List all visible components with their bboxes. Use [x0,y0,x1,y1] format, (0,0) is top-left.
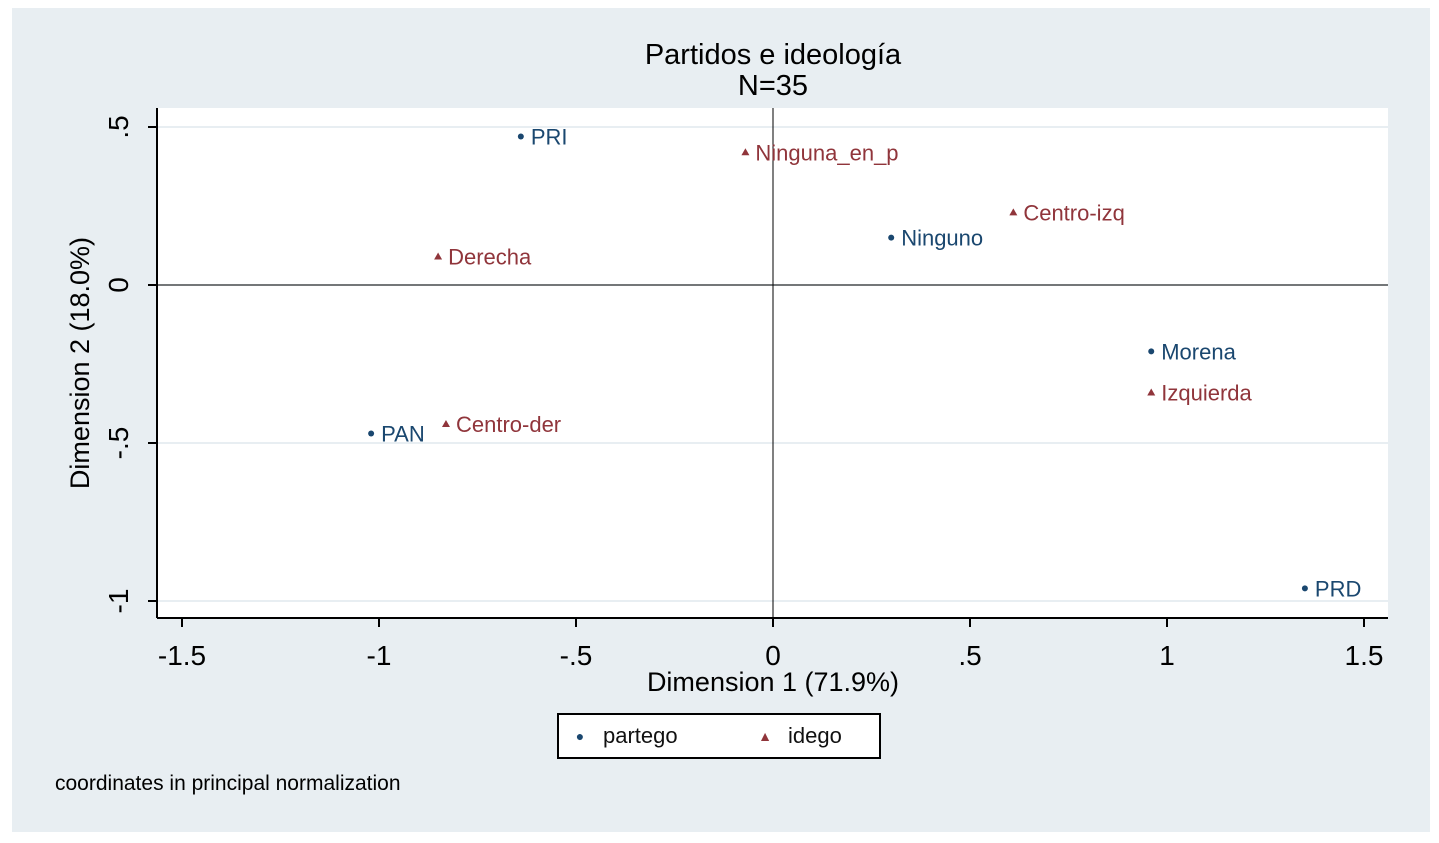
point-marker-circle [517,133,524,140]
point-label: PRD [1315,576,1361,601]
point-marker-circle [1148,348,1155,355]
legend-label: idego [788,723,842,748]
point-label: Centro-der [456,412,561,437]
point-marker-circle [888,234,895,241]
legend-label: partego [603,723,678,748]
y-tick-label: -1 [103,589,134,614]
point-marker-triangle [434,252,443,260]
x-axis-label: Dimension 1 (71.9%) [647,667,899,697]
x-tick-label: 1 [1159,640,1175,671]
legend-marker-circle: ● [575,728,585,744]
point-label: Derecha [448,245,532,270]
point-marker-triangle [741,148,750,156]
legend-item-partego: ● partego [567,723,678,749]
y-tick-label: .5 [103,115,134,138]
point-label: PAN [381,422,425,447]
y-tick-label: -.5 [103,427,134,460]
axes: -1.5 -1 -.5 0 .5 1 1.5 .5 0 -.5 -1 [103,108,1388,671]
point-label: PRI [531,124,568,149]
y-tick-label: 0 [103,277,134,293]
point-label: Izquierda [1161,380,1252,405]
point-label: Ninguno [901,226,983,251]
x-tick-label: .5 [958,640,981,671]
point-marker-triangle [441,420,450,428]
point-label: Ninguna_en_p [755,140,898,165]
x-tick-label: 1.5 [1345,640,1384,671]
x-tick-label: -1.5 [158,640,206,671]
x-tick-label: -1 [367,640,392,671]
data-points: PRI Ninguno Morena PAN PRD Ninguna_en_p Centro… [368,124,1361,601]
point-marker-circle [368,430,375,437]
x-tick-label: -.5 [560,640,593,671]
footnote: coordinates in principal normalization [55,772,401,795]
chart-title: Partidos e ideología [645,39,902,71]
point-marker-triangle [1009,208,1018,216]
point-label: Morena [1161,339,1236,364]
x-tick-label: 0 [765,640,781,671]
chart-subtitle: N=35 [738,70,808,102]
y-axis-label: Dimension 2 (18.0%) [65,237,95,489]
legend-marker-triangle: ▲ [758,728,772,744]
point-marker-circle [1301,585,1308,592]
legend: ● partego ▲ idego [557,713,881,759]
point-marker-triangle [1147,388,1156,396]
point-label: Centro-izq [1023,200,1124,225]
legend-item-idego: ▲ idego [752,723,842,749]
